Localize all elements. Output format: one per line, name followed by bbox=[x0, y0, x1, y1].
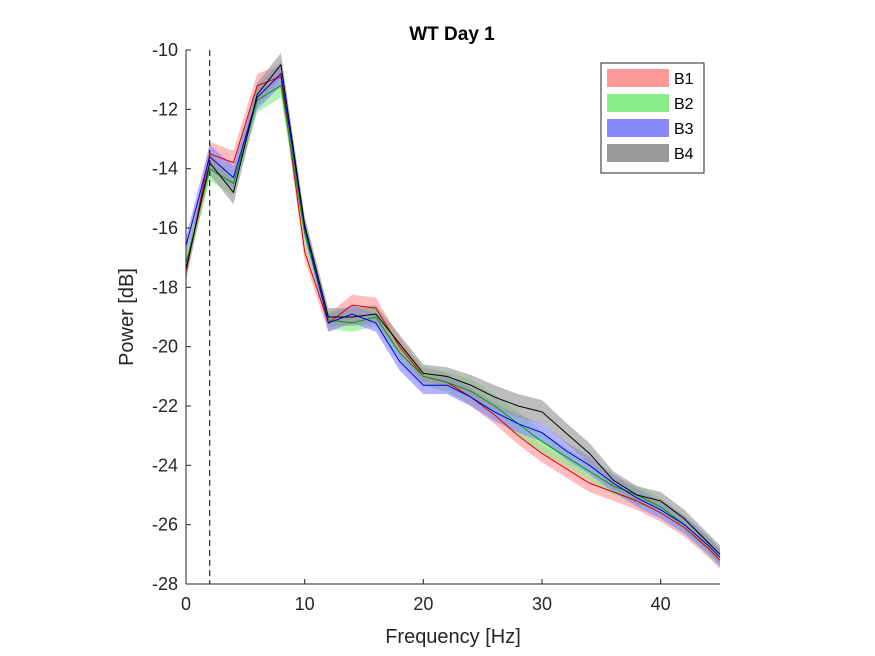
series-line-b3 bbox=[185, 72, 721, 558]
band-b3 bbox=[186, 61, 720, 567]
legend-label-b3: B3 bbox=[674, 121, 694, 138]
x-tick-label: 20 bbox=[413, 594, 433, 614]
y-tick-label: -28 bbox=[152, 574, 178, 594]
y-tick-label: -12 bbox=[152, 99, 178, 119]
legend-label-b2: B2 bbox=[674, 96, 694, 113]
legend-swatch-b4 bbox=[607, 144, 669, 162]
y-tick-label: -24 bbox=[152, 455, 178, 475]
series-lines bbox=[185, 63, 721, 561]
x-tick-label: 10 bbox=[295, 594, 315, 614]
axes bbox=[185, 50, 720, 585]
chart-title: WT Day 1 bbox=[409, 24, 495, 45]
legend-label-b4: B4 bbox=[674, 146, 694, 163]
series-line-b4 bbox=[185, 63, 721, 555]
legend-swatch-b3 bbox=[607, 119, 669, 137]
legend-label-b1: B1 bbox=[674, 71, 694, 88]
y-tick-label: -14 bbox=[152, 159, 178, 179]
series-line-b2 bbox=[185, 84, 721, 558]
y-axis-label: Power [dB] bbox=[116, 268, 138, 366]
y-tick-label: -20 bbox=[152, 337, 178, 357]
y-tick-label: -16 bbox=[152, 218, 178, 238]
y-tick-label: -10 bbox=[152, 40, 178, 60]
x-tick-label: 30 bbox=[532, 594, 552, 614]
x-axis-label: Frequency [Hz] bbox=[385, 626, 521, 648]
x-tick-label: 0 bbox=[181, 594, 191, 614]
y-tick-label: -26 bbox=[152, 515, 178, 535]
legend-items: B1 B2 B3 B4 bbox=[607, 69, 694, 163]
x-tick-label: 40 bbox=[651, 594, 671, 614]
band-b4 bbox=[186, 52, 720, 564]
legend: B1 B2 B3 B4 bbox=[600, 62, 705, 174]
legend-swatch-b2 bbox=[607, 94, 669, 112]
ticks: 0 10 20 30 40 -28 -26 -24 -22 -20 -18 -16 -14 -12 -10 bbox=[152, 40, 671, 614]
y-tick-label: -18 bbox=[152, 277, 178, 297]
legend-swatch-b1 bbox=[607, 69, 669, 87]
y-tick-label: -22 bbox=[152, 396, 178, 416]
